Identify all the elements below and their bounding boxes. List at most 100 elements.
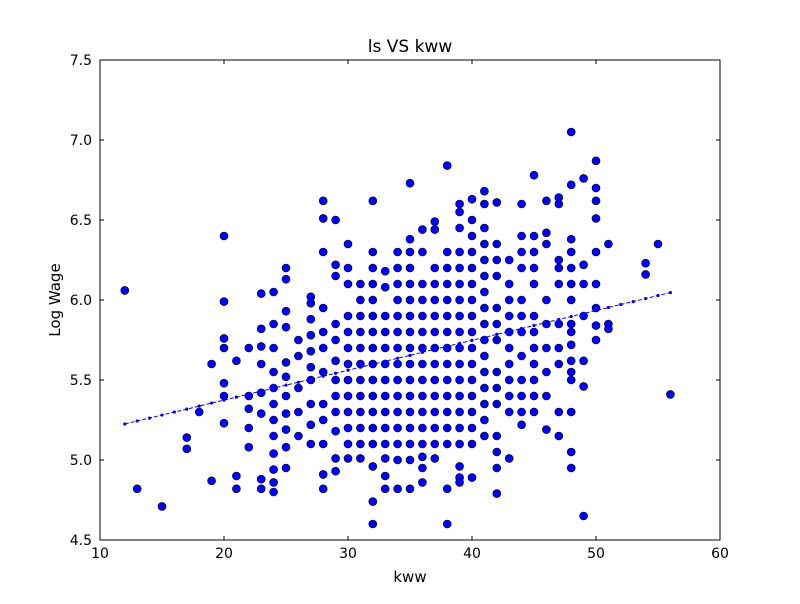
scatter-point	[455, 295, 464, 305]
scatter-point	[393, 455, 402, 465]
scatter-point	[356, 311, 365, 321]
scatter-point	[492, 255, 502, 265]
scatter-point	[331, 215, 340, 225]
scatter-point	[356, 327, 365, 337]
fit-line-marker	[135, 419, 139, 423]
scatter-point	[343, 311, 353, 321]
scatter-point	[442, 439, 452, 449]
scatter-point	[418, 423, 427, 433]
scatter-point	[480, 431, 489, 441]
scatter-point	[294, 383, 303, 393]
scatter-point	[566, 263, 576, 273]
scatter-point	[480, 223, 489, 233]
scatter-point	[368, 407, 378, 417]
scatter-point	[455, 439, 464, 449]
scatter-point	[480, 271, 489, 281]
scatter-point	[132, 484, 142, 494]
scatter-point	[542, 295, 551, 305]
scatter-point	[331, 391, 340, 401]
fit-line-marker	[507, 329, 511, 333]
scatter-point	[256, 324, 266, 334]
scatter-point	[380, 375, 390, 385]
scatter-point	[281, 409, 291, 418]
scatter-point	[480, 415, 489, 425]
scatter-point	[306, 362, 316, 372]
scatter-point	[393, 375, 402, 385]
scatter-point	[281, 274, 291, 284]
scatter-point	[232, 484, 241, 494]
scatter-point	[504, 311, 514, 321]
scatter-point	[343, 327, 353, 337]
scatter-point	[244, 442, 254, 452]
x-axis-label: kww	[393, 568, 426, 586]
scatter-point	[244, 423, 254, 433]
scatter-point	[380, 311, 390, 321]
scatter-point	[579, 174, 588, 183]
scatter-point	[356, 295, 365, 305]
scatter-point	[405, 439, 415, 449]
scatter-point	[430, 407, 440, 417]
scatter-point	[331, 375, 340, 385]
scatter-point	[318, 415, 328, 425]
scatter-point	[566, 367, 576, 377]
scatter-point	[281, 263, 291, 273]
scatter-point	[542, 391, 551, 401]
scatter-point	[405, 423, 415, 433]
fit-line	[124, 292, 671, 425]
scatter-point	[418, 327, 427, 337]
scatter-point	[256, 409, 266, 418]
scatter-point	[455, 423, 464, 433]
scatter-point	[591, 247, 601, 257]
scatter-point	[542, 228, 551, 238]
scatter-point	[517, 375, 526, 385]
scatter-point	[591, 156, 601, 166]
scatter-point	[604, 239, 613, 249]
fit-line-marker	[520, 326, 524, 331]
scatter-point	[393, 484, 402, 494]
x-tick-label: 50	[587, 546, 605, 562]
fit-line-marker	[272, 386, 276, 390]
scatter-point	[467, 279, 477, 289]
scatter-point	[554, 431, 564, 441]
scatter-point	[504, 295, 514, 305]
scatter-point	[517, 231, 526, 241]
scatter-point	[480, 287, 489, 297]
scatter-point	[529, 247, 539, 257]
scatter-point	[504, 454, 514, 463]
scatter-point	[281, 306, 291, 316]
scatter-point	[356, 391, 365, 401]
scatter-point	[591, 321, 601, 330]
scatter-point	[579, 356, 588, 366]
scatter-point	[294, 407, 303, 417]
scatter-point	[269, 465, 278, 474]
scatter-point	[294, 431, 303, 441]
fit-line-marker	[234, 395, 238, 399]
scatter-point	[455, 279, 464, 289]
fit-line-marker	[557, 317, 561, 322]
scatter-point	[405, 484, 415, 494]
y-tick-label: 6.5	[70, 213, 92, 229]
scatter-point	[318, 327, 328, 337]
scatter-point	[318, 439, 328, 449]
scatter-point	[566, 247, 576, 257]
scatter-point	[517, 420, 526, 430]
scatter-point	[529, 359, 539, 369]
scatter-point	[380, 484, 390, 494]
fit-line-marker	[532, 323, 536, 328]
scatter-point	[430, 279, 440, 289]
scatter-point	[343, 407, 353, 417]
fit-line-marker	[544, 320, 549, 324]
scatter-point	[591, 183, 601, 193]
scatter-point	[331, 466, 340, 476]
scatter-point	[343, 391, 353, 401]
scatter-point	[306, 420, 316, 430]
scatter-point	[554, 279, 564, 289]
scatter-point	[343, 375, 353, 385]
y-tick-label: 7.5	[70, 53, 92, 69]
scatter-point	[207, 359, 216, 369]
scatter-point	[393, 295, 402, 305]
scatter-point	[343, 279, 353, 289]
scatter-point	[405, 391, 415, 401]
scatter-point	[418, 463, 427, 473]
scatter-point	[554, 319, 564, 329]
